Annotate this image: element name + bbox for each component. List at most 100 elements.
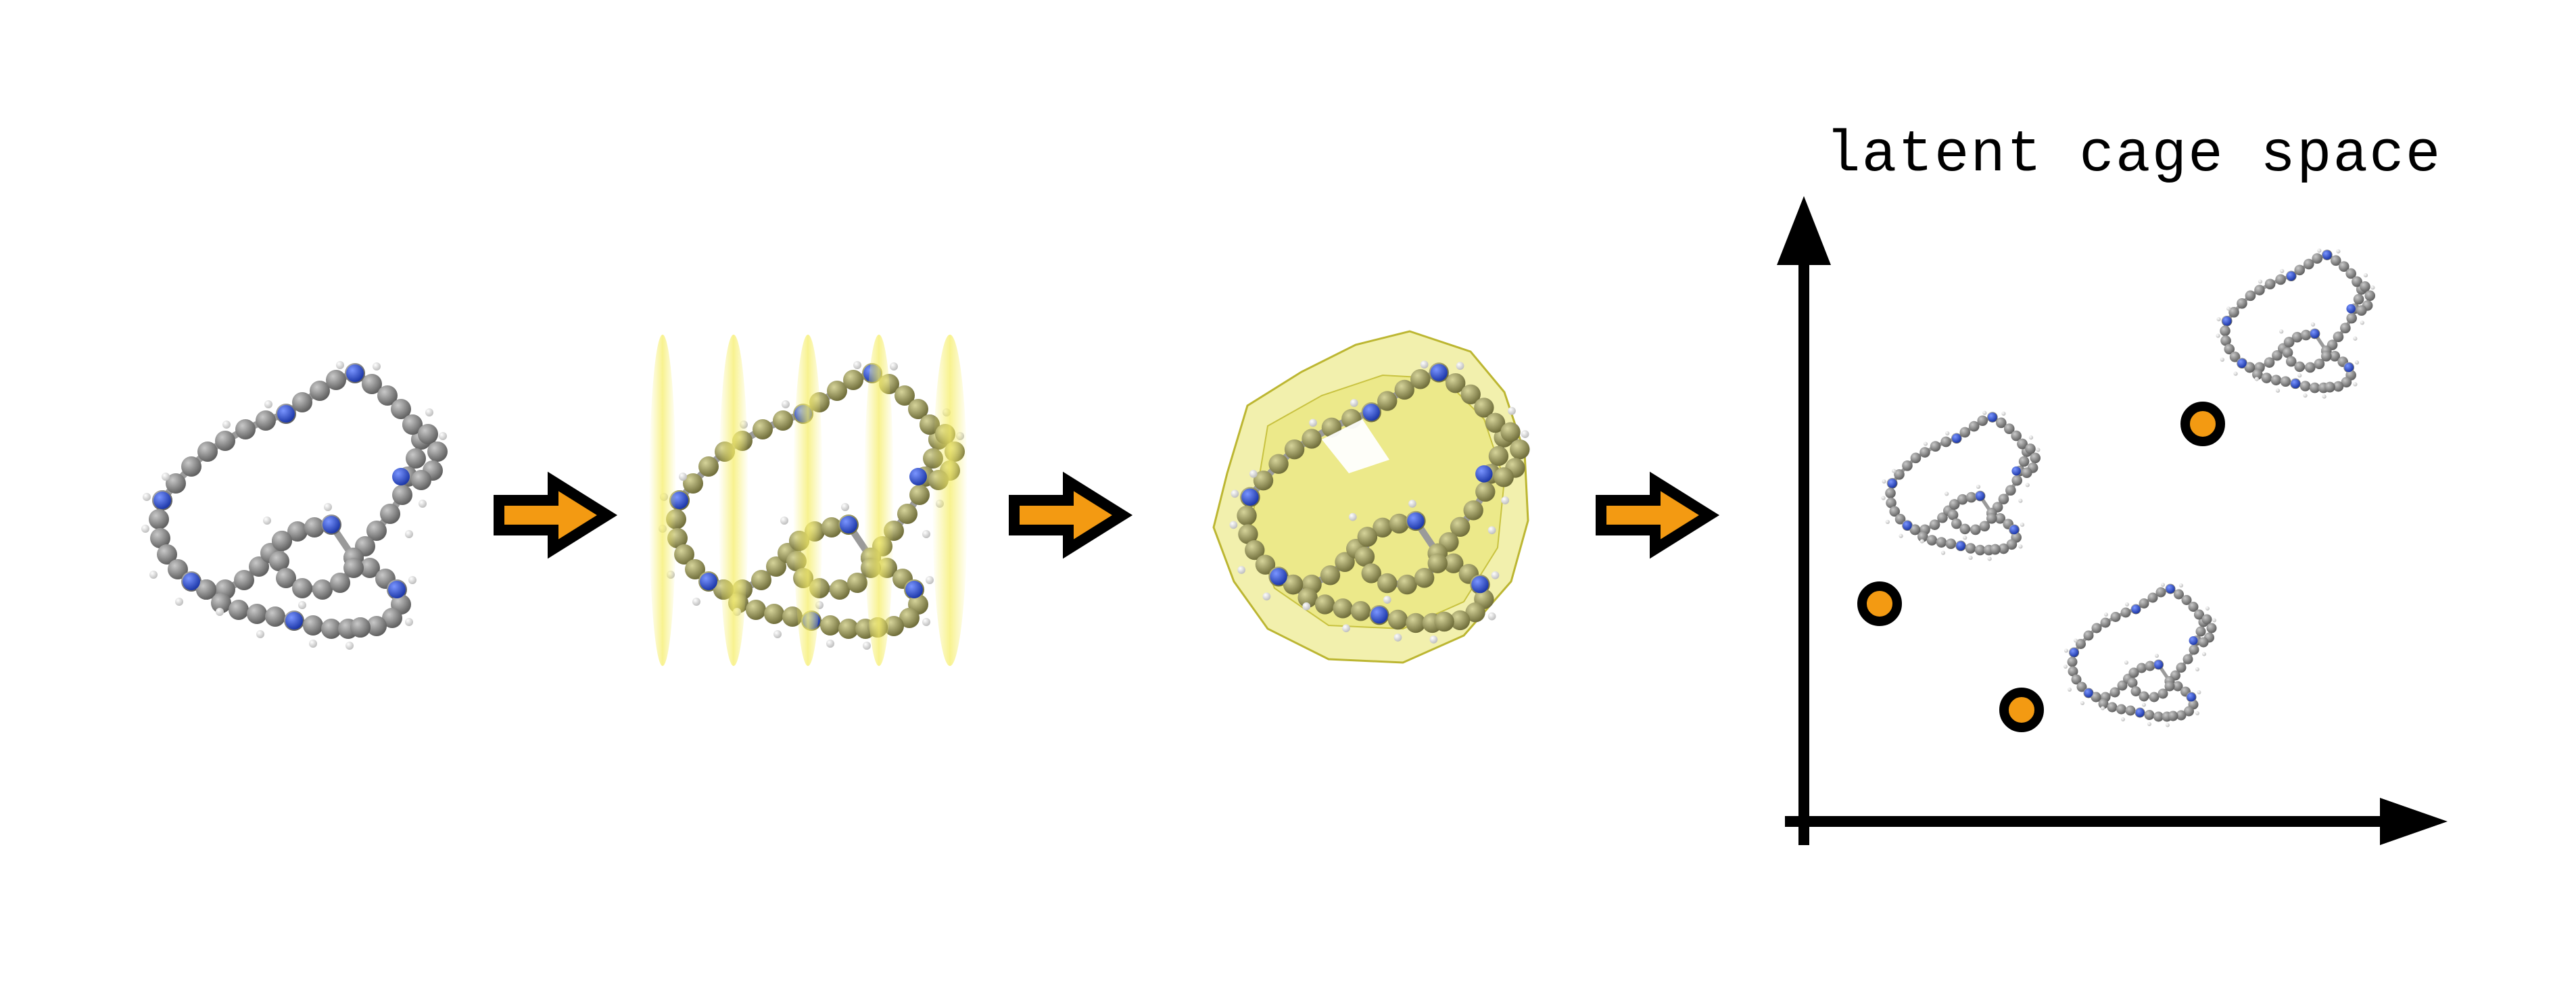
carbon-atom	[1245, 540, 1265, 560]
cavity	[1322, 419, 1389, 473]
carbon-atom	[2195, 626, 2206, 637]
nitrogen-atom	[2322, 250, 2332, 260]
carbon-atom	[406, 448, 426, 469]
carbon-atom	[2206, 623, 2217, 634]
carbon-atom	[2353, 293, 2364, 305]
carbon-atom	[2107, 702, 2118, 713]
carbon-atom	[234, 570, 254, 590]
carbon-atom	[1910, 452, 1922, 464]
hydrogen-atom	[1408, 500, 1416, 508]
nitrogen-atom	[909, 468, 927, 485]
carbon-atom	[1485, 412, 1506, 433]
carbon-atom	[1283, 574, 1304, 595]
right-arrow-icon	[494, 471, 618, 559]
nitrogen-atom	[2166, 584, 2175, 594]
carbon-atom	[2011, 430, 2022, 441]
hydrogen-atom	[298, 601, 306, 609]
carbon-atom	[292, 392, 312, 412]
carbon-atom	[418, 424, 438, 444]
hydrogen-atom	[2279, 329, 2284, 334]
carbon-atom	[2109, 687, 2120, 698]
carbon-atom	[2025, 444, 2036, 454]
carbon-atom	[1444, 553, 1464, 573]
hydrogen-atom	[1456, 362, 1464, 370]
carbon-atom	[197, 441, 218, 462]
carbon-atom	[2157, 688, 2168, 699]
hydrogen-atom	[263, 517, 271, 525]
nitrogen-atom	[1975, 491, 1985, 501]
carbon-atom	[1500, 422, 1521, 442]
carbon-atom	[1333, 598, 1353, 619]
carbon-atom	[196, 579, 216, 600]
carbon-atom	[1998, 494, 2009, 504]
carbon-atom	[2229, 352, 2241, 362]
carbon-atom	[2264, 279, 2276, 289]
hydrogen-atom	[2166, 723, 2170, 727]
hydrogen-atom	[175, 598, 183, 606]
carbon-atom	[2264, 357, 2275, 368]
carbon-atom	[149, 509, 169, 529]
carbon-atom	[820, 615, 840, 636]
hydrogen-atom	[1342, 624, 1350, 633]
carbon-atom	[1979, 521, 1990, 532]
x-axis-arrowhead	[2380, 798, 2448, 845]
carbon-atom	[427, 441, 448, 462]
carbon-atom	[2083, 630, 2094, 641]
nitrogen-atom	[2084, 688, 2093, 698]
hydrogen-atom	[2370, 285, 2375, 290]
carbon-atom	[392, 485, 412, 505]
hydrogen-atom	[1348, 512, 1357, 521]
carbon-atom	[1460, 384, 1481, 404]
carbon-atom	[166, 473, 186, 494]
nitrogen-atom	[2310, 329, 2320, 339]
hydrogen-atom	[1987, 556, 1992, 561]
voxel-cage-atoms	[1229, 360, 1530, 644]
hydrogen-atom	[2020, 523, 2025, 527]
carbon-atom	[1414, 568, 1435, 588]
carbon-atom	[168, 559, 188, 579]
carbon-atom	[1940, 436, 1951, 448]
carbon-atom	[2067, 656, 2078, 667]
carbon-atom	[2338, 261, 2350, 272]
carbon-atom	[830, 579, 850, 600]
hydrogen-atom	[1940, 550, 1946, 555]
carbon-atom	[2198, 637, 2209, 648]
hydrogen-atom	[2161, 583, 2165, 587]
nitrogen-atom	[1887, 479, 1897, 488]
carbon-atom	[2149, 692, 2160, 702]
hydrogen-atom	[2068, 688, 2072, 692]
carbon-atom	[1238, 524, 1258, 544]
carbon-atom	[1320, 565, 1341, 585]
nitrogen-atom	[1903, 521, 1912, 530]
nitrogen-atom	[1956, 541, 1965, 551]
carbon-atom	[304, 517, 325, 537]
slice-plane	[864, 335, 894, 666]
carbon-atom	[2294, 264, 2306, 276]
carbon-atom	[343, 558, 364, 578]
carbon-atom	[2346, 312, 2357, 324]
carbon-atom	[1937, 512, 1948, 523]
hydrogen-atom	[1885, 519, 1890, 525]
carbon-atom	[2030, 452, 2041, 464]
hydrogen-atom	[216, 608, 224, 616]
carbon-atom	[380, 504, 400, 524]
carbon-atom	[685, 559, 705, 579]
carbon-atom	[256, 410, 276, 431]
latent-cage-2	[2064, 583, 2217, 727]
hydrogen-atom	[2363, 273, 2368, 278]
carbon-atom	[1909, 524, 1921, 535]
hydrogen-atom	[1945, 431, 1950, 436]
carbon-atom	[2183, 654, 2193, 665]
carbon-atom	[1959, 523, 1971, 535]
hydrogen-atom	[1229, 521, 1238, 529]
carbon-atom	[1354, 546, 1375, 567]
hydrogen-atom	[922, 530, 930, 538]
hydrogen-atom	[841, 503, 849, 511]
carbon-atom	[766, 556, 786, 577]
carbon-atom	[1255, 554, 1276, 575]
carbon-atom	[1995, 513, 2006, 524]
hydrogen-atom	[2310, 322, 2316, 327]
latent-point	[1857, 581, 1902, 626]
hydrogen-atom	[2197, 690, 2201, 694]
